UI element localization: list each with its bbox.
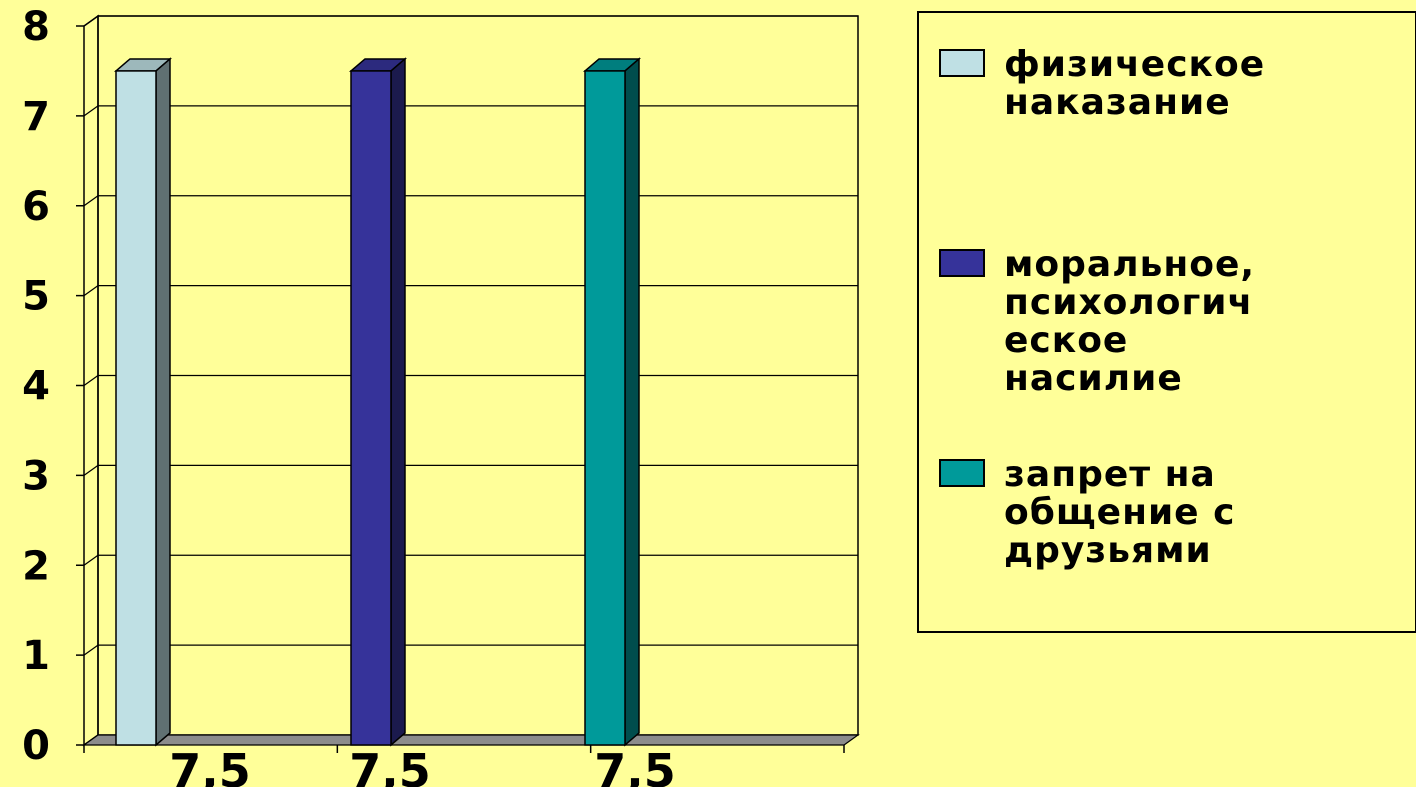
x-category-label: 7,5: [594, 744, 676, 787]
legend-label: запрет на: [1004, 454, 1216, 495]
y-tick-label: 0: [22, 723, 50, 769]
bar-front-face: [115, 70, 157, 746]
y-tick-label: 1: [22, 633, 50, 679]
x-category-label: 7,5: [349, 744, 431, 787]
legend-label: моральное,: [1004, 244, 1255, 285]
gridline-side: [83, 644, 99, 656]
legend-swatch: [939, 459, 985, 487]
y-tick-label: 2: [22, 543, 50, 589]
gridline-side: [83, 195, 99, 207]
gridline-side: [83, 15, 99, 27]
legend-label: друзьями: [1004, 530, 1212, 571]
y-tick-label: 4: [22, 364, 50, 410]
bar-side-face: [624, 57, 640, 747]
legend-label: наказание: [1004, 82, 1231, 123]
legend-label: физическое: [1004, 44, 1265, 85]
y-tick-label: 8: [22, 4, 50, 50]
legend-swatch: [939, 49, 985, 77]
y-tick-label: 6: [22, 184, 50, 230]
gridline-side: [83, 464, 99, 476]
bar-front-face: [584, 70, 626, 746]
y-tick-label: 5: [22, 274, 50, 320]
bar-side-face: [155, 57, 171, 747]
legend-label: общение с: [1004, 492, 1235, 533]
y-tick-label: 7: [22, 94, 50, 140]
legend-label: насилие: [1004, 358, 1183, 399]
gridline-side: [83, 285, 99, 297]
bar-1: [113, 57, 173, 747]
legend-label: психологич: [1004, 282, 1253, 323]
bar-2: [348, 57, 408, 747]
y-tick-label: 3: [22, 453, 50, 499]
legend-label: еское: [1004, 320, 1128, 361]
bar-front-face: [350, 70, 392, 746]
gridline-side: [83, 105, 99, 117]
bar-side-face: [390, 57, 406, 747]
legend-box: [917, 11, 1416, 633]
gridline-side: [83, 375, 99, 386]
legend-swatch: [939, 249, 985, 277]
bar-3: [582, 57, 642, 747]
gridline-side: [83, 554, 99, 566]
x-category-label: 7,5: [169, 744, 251, 787]
